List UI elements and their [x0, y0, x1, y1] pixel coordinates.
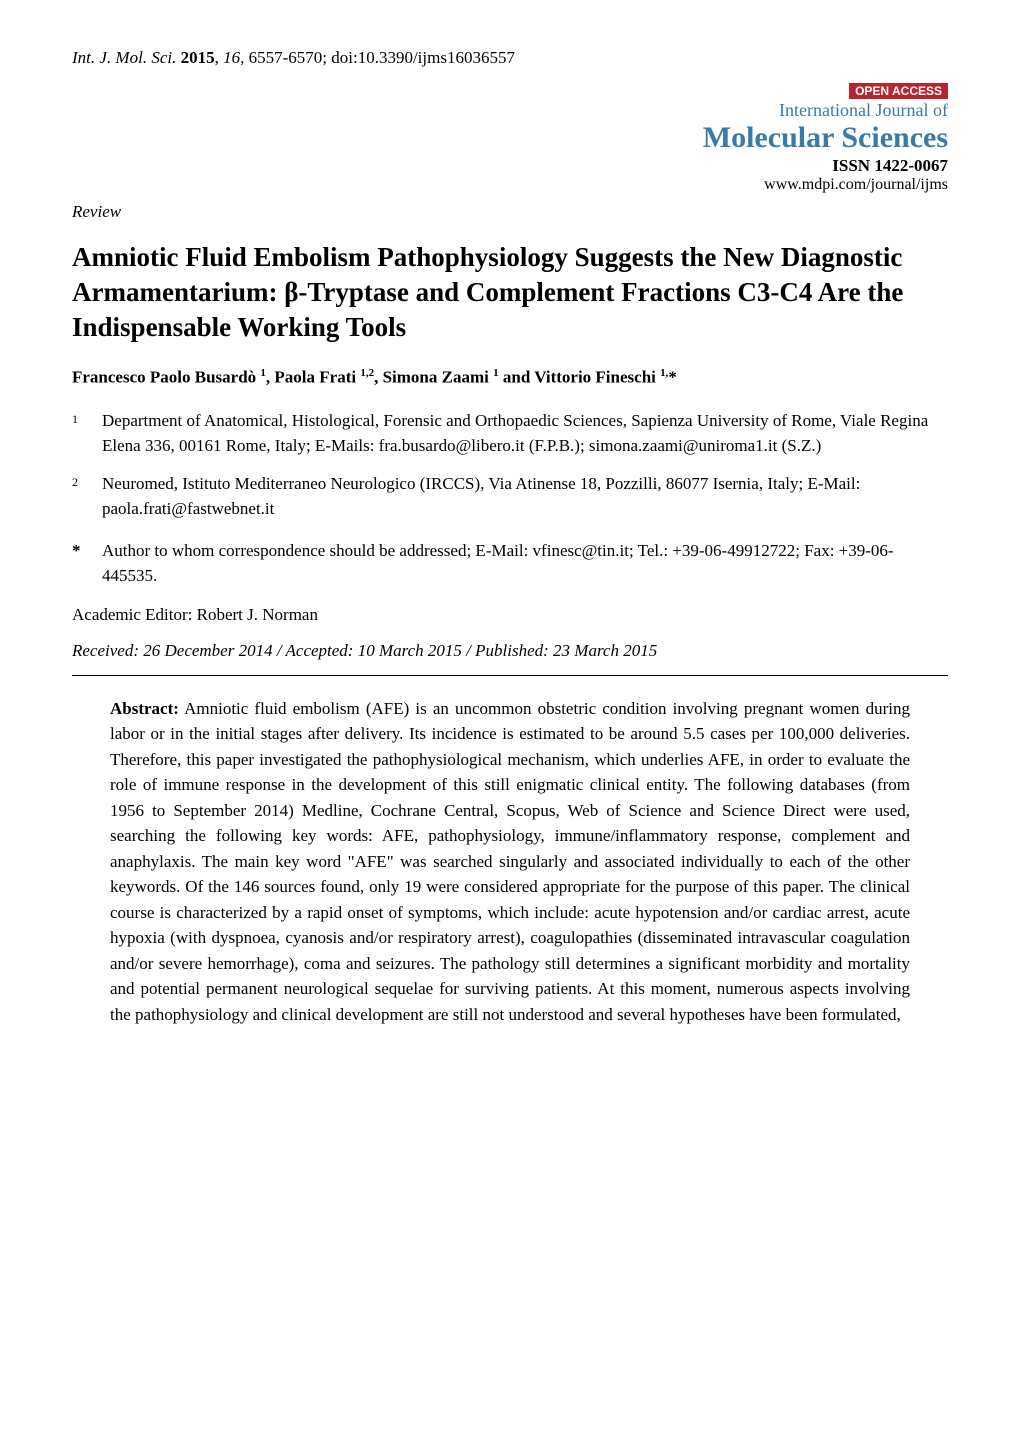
journal-intl-line: International Journal of	[72, 100, 948, 121]
correspondence: * Author to whom correspondence should b…	[72, 538, 948, 589]
affiliation-text: Neuromed, Istituto Mediterraneo Neurolog…	[102, 471, 948, 522]
pages: 6557-6570	[249, 48, 323, 67]
article-type: Review	[72, 202, 948, 222]
correspondence-text: Author to whom correspondence should be …	[102, 538, 948, 589]
affiliation-num: 2	[72, 471, 102, 522]
affiliation-item: 1 Department of Anatomical, Histological…	[72, 408, 948, 459]
affiliation-item: 2 Neuromed, Istituto Mediterraneo Neurol…	[72, 471, 948, 522]
authors-line: Francesco Paolo Busardò 1, Paola Frati 1…	[72, 367, 948, 388]
journal-abbr: Int. J. Mol. Sci.	[72, 48, 176, 67]
affiliation-text: Department of Anatomical, Histological, …	[102, 408, 948, 459]
doi: doi:10.3390/ijms16036557	[331, 48, 515, 67]
affiliations: 1 Department of Anatomical, Histological…	[72, 408, 948, 522]
journal-name: Molecular Sciences	[72, 121, 948, 154]
correspondence-star: *	[72, 538, 102, 589]
paper-title: Amniotic Fluid Embolism Pathophysiology …	[72, 240, 948, 345]
abstract-label: Abstract:	[110, 699, 179, 718]
journal-block: OPEN ACCESS International Journal of Mol…	[72, 82, 948, 194]
section-divider	[72, 675, 948, 676]
header-citation: Int. J. Mol. Sci. 2015, 16, 6557-6570; d…	[72, 48, 948, 68]
volume: 16	[223, 48, 240, 67]
affiliation-num: 1	[72, 408, 102, 459]
year: 2015	[181, 48, 215, 67]
abstract-text: Amniotic fluid embolism (AFE) is an unco…	[110, 699, 910, 1024]
journal-url: www.mdpi.com/journal/ijms	[72, 176, 948, 194]
open-access-badge: OPEN ACCESS	[849, 83, 948, 99]
academic-editor: Academic Editor: Robert J. Norman	[72, 605, 948, 625]
abstract: Abstract: Amniotic fluid embolism (AFE) …	[72, 696, 948, 1028]
article-dates: Received: 26 December 2014 / Accepted: 1…	[72, 641, 948, 661]
journal-issn: ISSN 1422-0067	[72, 156, 948, 176]
